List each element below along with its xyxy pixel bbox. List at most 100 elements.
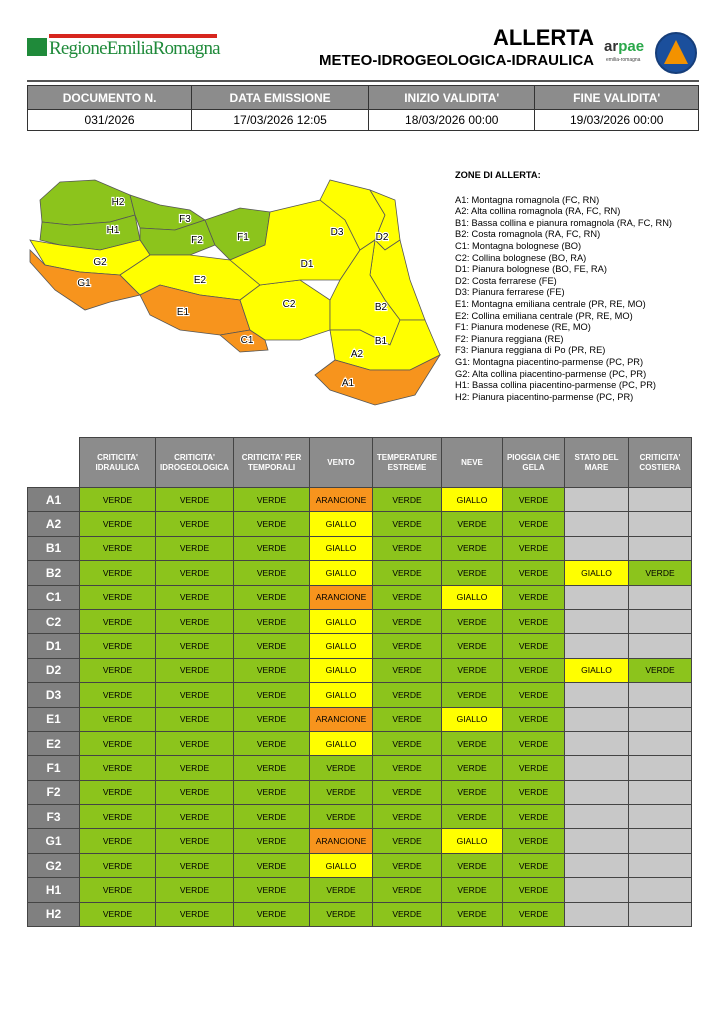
alert-level-cell (564, 730, 629, 757)
zone-label: F1 (27, 755, 80, 781)
alert-level-cell: VERDE (372, 486, 442, 513)
alert-level-cell: VERDE (372, 584, 442, 610)
map-zone-c1 (219, 329, 269, 353)
alert-level-cell: GIALLO (309, 560, 373, 586)
alert-level-cell (564, 633, 629, 659)
map-zone-a1 (314, 354, 442, 406)
alert-level-cell: VERDE (155, 755, 234, 781)
column-header: NEVE (441, 437, 503, 488)
doc-number: 031/2026 (26, 109, 193, 131)
alert-level-cell (628, 706, 692, 732)
alert-level-cell: VERDE (79, 901, 156, 928)
alert-level-cell: VERDE (233, 852, 310, 879)
alert-level-cell: VERDE (441, 682, 503, 708)
alert-level-cell: VERDE (372, 657, 442, 684)
table-row: H1 VERDE VERDE VERDE VERDE VERDE VERDE VERDE (27, 877, 692, 903)
alert-level-cell: VERDE (441, 804, 503, 830)
column-header: CRITICITA' IDRAULICA (79, 437, 156, 488)
alert-level-cell: VERDE (502, 657, 565, 684)
alert-level-cell: VERDE (502, 706, 565, 732)
alert-level-cell: VERDE (155, 584, 234, 610)
zone-label: C2 (27, 608, 80, 635)
alert-level-cell: VERDE (79, 608, 156, 635)
legend-item: F1: Pianura modenese (RE, MO) (455, 322, 591, 333)
alert-level-cell: VERDE (309, 877, 373, 903)
legend-item: H2: Pianura piacentino-parmense (PC, PR) (455, 391, 634, 402)
alert-level-cell: VERDE (233, 682, 310, 708)
alert-level-cell: VERDE (502, 682, 565, 708)
column-header: PIOGGIA CHE GELA (502, 437, 565, 488)
table-row: A2 VERDE VERDE VERDE GIALLO VERDE VERDE VERDE (27, 511, 692, 537)
table-row: H2 VERDE VERDE VERDE VERDE VERDE VERDE VERDE (27, 901, 692, 928)
alert-level-cell (564, 535, 629, 562)
arpae-logo: arpae (604, 38, 645, 55)
table-row: D2 VERDE VERDE VERDE GIALLO VERDE VERDE VERDE GI… (27, 657, 692, 684)
alert-level-cell (564, 755, 629, 781)
alert-level-cell: VERDE (441, 560, 503, 586)
column-header: CRITICITA' IDROGEOLOGICA (155, 437, 234, 488)
alert-level-cell: VERDE (233, 828, 310, 854)
alert-level-cell: GIALLO (441, 486, 503, 513)
alert-level-cell: VERDE (372, 755, 442, 781)
map-zone-label: C2 (283, 299, 296, 310)
page-subtitle: METEO-IDROGEOLOGICA-IDRAULICA (319, 52, 594, 69)
alert-level-cell: VERDE (233, 755, 310, 781)
map-zone-label: B1 (375, 336, 388, 347)
alert-level-cell (628, 486, 692, 513)
zone-label: F3 (27, 804, 80, 830)
alert-level-cell: VERDE (502, 828, 565, 854)
table-row: C2 VERDE VERDE VERDE GIALLO VERDE VERDE VERDE (27, 608, 692, 635)
alert-level-cell: VERDE (372, 682, 442, 708)
table-row: F1 VERDE VERDE VERDE VERDE VERDE VERDE VERDE (27, 755, 692, 781)
legend-item: C2: Collina bolognese (BO, RA) (455, 252, 587, 263)
legend-item: A1: Montagna romagnola (FC, RN) (455, 194, 600, 205)
alert-level-cell: VERDE (502, 608, 565, 635)
zone-label: B2 (27, 560, 80, 586)
map-zone-label: F1 (237, 232, 249, 243)
validity-end: 19/03/2026 00:00 (534, 109, 699, 131)
zone-label: A2 (27, 511, 80, 537)
alert-level-cell: VERDE (502, 804, 565, 830)
alert-level-cell: GIALLO (309, 535, 373, 562)
alert-level-cell: VERDE (309, 779, 373, 806)
column-header: CRITICITA' PER TEMPORALI (233, 437, 310, 488)
alert-level-cell: VERDE (233, 608, 310, 635)
legend-item: A2: Alta collina romagnola (RA, FC, RN) (455, 206, 621, 217)
legend-item: F3: Pianura reggiana di Po (PR, RE) (455, 345, 606, 356)
alert-level-cell: VERDE (155, 608, 234, 635)
alert-level-cell: VERDE (79, 779, 156, 806)
alert-level-cell: GIALLO (441, 828, 503, 854)
alert-level-cell: VERDE (233, 560, 310, 586)
alert-level-cell: VERDE (502, 755, 565, 781)
alert-level-cell: GIALLO (309, 682, 373, 708)
emission-date: 17/03/2026 12:05 (191, 109, 370, 131)
map-zone-label: D2 (376, 232, 389, 243)
map-zone-label: G1 (77, 278, 91, 289)
table-row: E2 VERDE VERDE VERDE GIALLO VERDE VERDE VERDE (27, 730, 692, 757)
alert-level-cell: VERDE (155, 657, 234, 684)
alert-level-cell: VERDE (628, 560, 692, 586)
alert-level-cell: GIALLO (309, 852, 373, 879)
column-header: STATO DEL MARE (564, 437, 629, 488)
alert-level-cell: VERDE (372, 706, 442, 732)
map-zone-label: A1 (342, 378, 355, 389)
zone-label: H1 (27, 877, 80, 903)
alert-level-cell: VERDE (441, 535, 503, 562)
alert-level-cell: VERDE (441, 730, 503, 757)
alert-level-cell (564, 828, 629, 854)
alert-level-cell: VERDE (79, 852, 156, 879)
alert-level-cell: VERDE (628, 657, 692, 684)
alert-level-cell: VERDE (372, 535, 442, 562)
zone-label: E2 (27, 730, 80, 757)
alert-level-cell: VERDE (502, 730, 565, 757)
alert-level-cell: VERDE (372, 560, 442, 586)
alert-level-cell (628, 852, 692, 879)
alert-level-cell (564, 706, 629, 732)
alert-level-cell: VERDE (372, 852, 442, 879)
alert-level-cell: GIALLO (309, 730, 373, 757)
alert-level-cell: VERDE (233, 779, 310, 806)
alert-level-cell: VERDE (79, 584, 156, 610)
alert-level-cell (564, 584, 629, 610)
page-title: ALLERTA (492, 25, 594, 50)
alert-level-cell: VERDE (372, 828, 442, 854)
